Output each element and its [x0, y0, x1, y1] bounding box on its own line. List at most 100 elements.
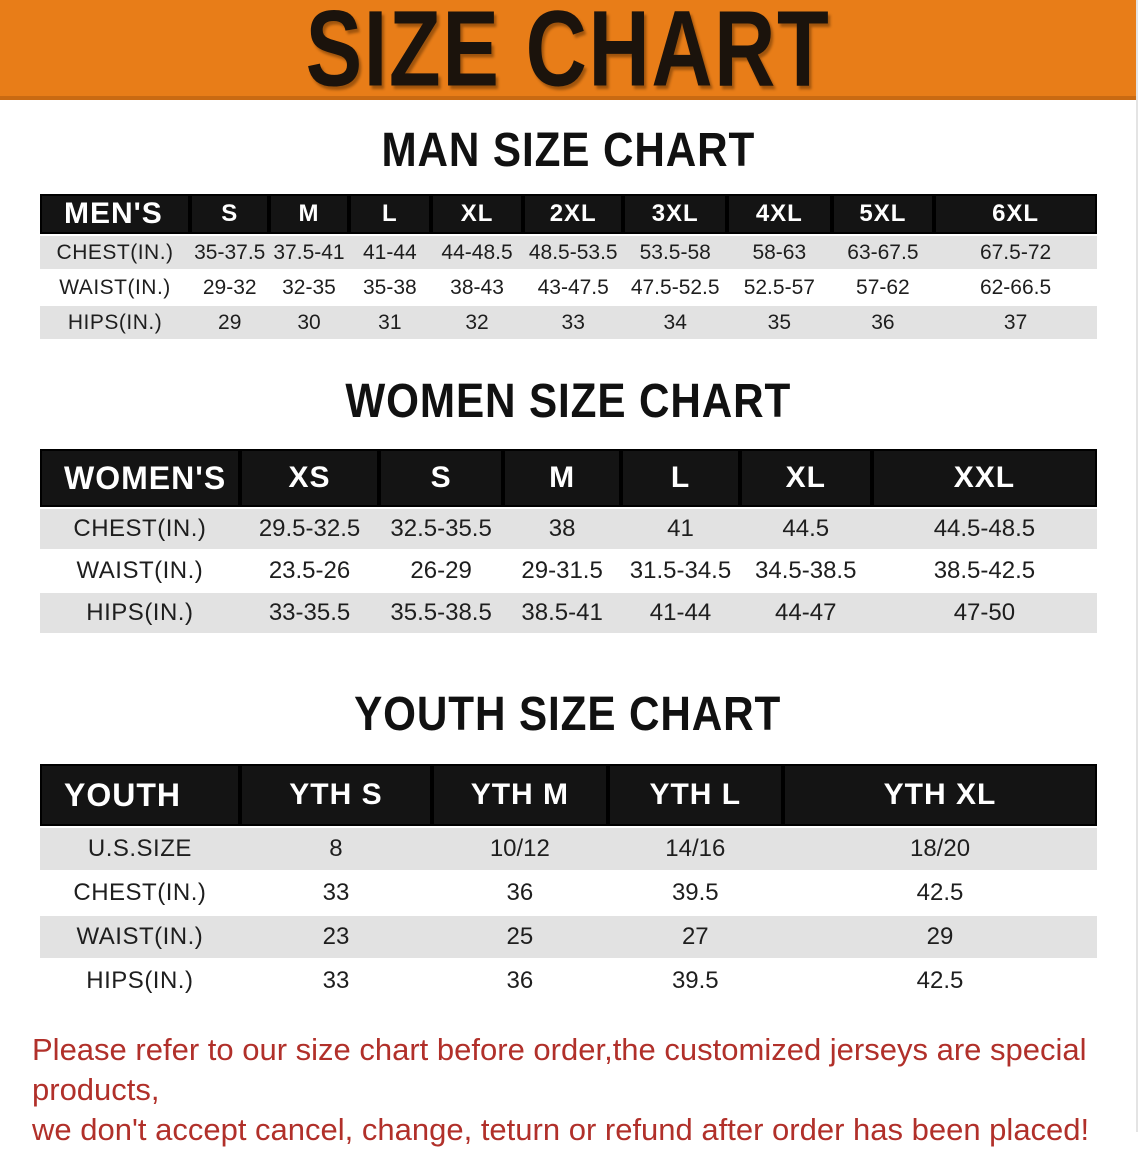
table-corner-label: MEN'S — [40, 194, 191, 234]
size-column-header: XL — [431, 194, 524, 234]
size-value-cell: 44.5 — [739, 509, 872, 549]
row-label: WAIST(IN.) — [40, 916, 240, 958]
size-value-cell: 39.5 — [607, 872, 784, 914]
table-row: CHEST(IN.) 29.5-32.5 32.5-35.5 38 41 44.5 44.5… — [40, 509, 1097, 549]
youth-chart-title: YOUTH SIZE CHART — [354, 688, 782, 741]
women-chart-title: WOMEN SIZE CHART — [345, 375, 791, 428]
disclaimer-line-1: Please refer to our size chart before or… — [32, 1032, 1087, 1107]
table-corner-label: WOMEN'S — [40, 449, 240, 507]
size-value-cell: 29 — [190, 306, 270, 339]
size-value-cell: 41-44 — [621, 593, 740, 633]
size-column-header: YTH S — [239, 764, 433, 826]
size-column-header: XS — [239, 449, 380, 507]
size-value-cell: 43-47.5 — [523, 271, 624, 304]
size-value-cell: 31 — [348, 306, 432, 339]
row-label: CHEST(IN.) — [40, 509, 240, 549]
size-value-cell: 33 — [523, 306, 624, 339]
size-column-header: 6XL — [934, 194, 1097, 234]
row-label: CHEST(IN.) — [40, 236, 191, 269]
table-header-row: YOUTH YTH S YTH M YTH L YTH XL — [40, 764, 1097, 826]
size-value-cell: 34 — [623, 306, 727, 339]
size-value-cell: 23 — [239, 916, 433, 958]
size-value-cell: 29-31.5 — [502, 551, 622, 591]
disclaimer: Please refer to our size chart before or… — [0, 1030, 1136, 1150]
youth-size-table: YOUTH YTH S YTH M YTH L YTH XL U.S.SIZE 8 10/12… — [40, 762, 1097, 1004]
size-value-cell: 8 — [239, 828, 433, 870]
size-column-header: L — [621, 449, 740, 507]
size-value-cell: 33 — [239, 872, 433, 914]
size-value-cell: 35-37.5 — [190, 236, 270, 269]
disclaimer-line-2: we don't accept cancel, change, teturn o… — [32, 1112, 1090, 1147]
size-value-cell: 29.5-32.5 — [239, 509, 380, 549]
size-value-cell: 37.5-41 — [269, 236, 349, 269]
size-column-header: XL — [739, 449, 872, 507]
size-value-cell: 37 — [934, 306, 1097, 339]
row-label: HIPS(IN.) — [40, 306, 191, 339]
row-label: CHEST(IN.) — [40, 872, 240, 914]
size-column-header: YTH M — [432, 764, 608, 826]
table-row: HIPS(IN.) 29 30 31 32 33 34 35 36 37 — [40, 306, 1097, 339]
size-column-header: L — [348, 194, 432, 234]
size-value-cell: 26-29 — [379, 551, 503, 591]
table-corner-label: YOUTH — [40, 764, 240, 826]
size-value-cell: 63-67.5 — [831, 236, 935, 269]
size-value-cell: 41-44 — [348, 236, 432, 269]
size-value-cell: 29-32 — [190, 271, 270, 304]
section-title-women: WOMEN SIZE CHART — [0, 377, 1136, 427]
size-value-cell: 47.5-52.5 — [623, 271, 727, 304]
size-value-cell: 35 — [727, 306, 832, 339]
size-value-cell: 14/16 — [607, 828, 784, 870]
size-value-cell: 18/20 — [783, 828, 1097, 870]
size-column-header: 3XL — [623, 194, 727, 234]
size-column-header: YTH XL — [783, 764, 1097, 826]
size-value-cell: 33-35.5 — [239, 593, 380, 633]
size-value-cell: 67.5-72 — [934, 236, 1097, 269]
size-value-cell: 32.5-35.5 — [379, 509, 503, 549]
table-row: CHEST(IN.) 33 36 39.5 42.5 — [40, 872, 1097, 914]
section-title-man: MAN SIZE CHART — [0, 126, 1136, 176]
size-value-cell: 23.5-26 — [239, 551, 380, 591]
size-column-header: YTH L — [607, 764, 784, 826]
table-row: U.S.SIZE 8 10/12 14/16 18/20 — [40, 828, 1097, 870]
size-value-cell: 35.5-38.5 — [379, 593, 503, 633]
size-value-cell: 44.5-48.5 — [871, 509, 1097, 549]
size-value-cell: 57-62 — [831, 271, 935, 304]
size-value-cell: 31.5-34.5 — [621, 551, 740, 591]
size-value-cell: 38 — [502, 509, 622, 549]
size-value-cell: 35-38 — [348, 271, 432, 304]
size-value-cell: 33 — [239, 960, 433, 1002]
size-value-cell: 42.5 — [783, 960, 1097, 1002]
men-size-table: MEN'S S M L XL 2XL 3XL 4XL 5XL 6XL CHEST(IN.) 35-37… — [40, 192, 1097, 341]
size-value-cell: 10/12 — [432, 828, 608, 870]
table-row: CHEST(IN.) 35-37.5 37.5-41 41-44 44-48.5 48.5… — [40, 236, 1097, 269]
size-value-cell: 41 — [621, 509, 740, 549]
size-column-header: 2XL — [523, 194, 624, 234]
size-value-cell: 29 — [783, 916, 1097, 958]
size-column-header: 4XL — [727, 194, 832, 234]
size-column-header: 5XL — [831, 194, 935, 234]
size-value-cell: 47-50 — [871, 593, 1097, 633]
size-value-cell: 36 — [432, 960, 608, 1002]
size-value-cell: 25 — [432, 916, 608, 958]
row-label: U.S.SIZE — [40, 828, 240, 870]
size-value-cell: 30 — [269, 306, 349, 339]
section-title-youth: YOUTH SIZE CHART — [0, 690, 1136, 740]
size-value-cell: 48.5-53.5 — [523, 236, 624, 269]
size-value-cell: 58-63 — [727, 236, 832, 269]
size-value-cell: 44-48.5 — [431, 236, 524, 269]
size-value-cell: 32 — [431, 306, 524, 339]
table-row: HIPS(IN.) 33-35.5 35.5-38.5 38.5-41 41-44 44-… — [40, 593, 1097, 633]
row-label: HIPS(IN.) — [40, 960, 240, 1002]
size-value-cell: 36 — [432, 872, 608, 914]
man-chart-title: MAN SIZE CHART — [381, 124, 755, 177]
size-value-cell: 34.5-38.5 — [739, 551, 872, 591]
size-value-cell: 39.5 — [607, 960, 784, 1002]
size-column-header: M — [502, 449, 622, 507]
row-label: WAIST(IN.) — [40, 551, 240, 591]
banner-title: SIZE CHART — [305, 0, 831, 100]
size-value-cell: 36 — [831, 306, 935, 339]
row-label: HIPS(IN.) — [40, 593, 240, 633]
size-value-cell: 27 — [607, 916, 784, 958]
size-value-cell: 38-43 — [431, 271, 524, 304]
women-size-table: WOMEN'S XS S M L XL XXL CHEST(IN.) 29.5-32.5 32.5… — [40, 447, 1097, 635]
